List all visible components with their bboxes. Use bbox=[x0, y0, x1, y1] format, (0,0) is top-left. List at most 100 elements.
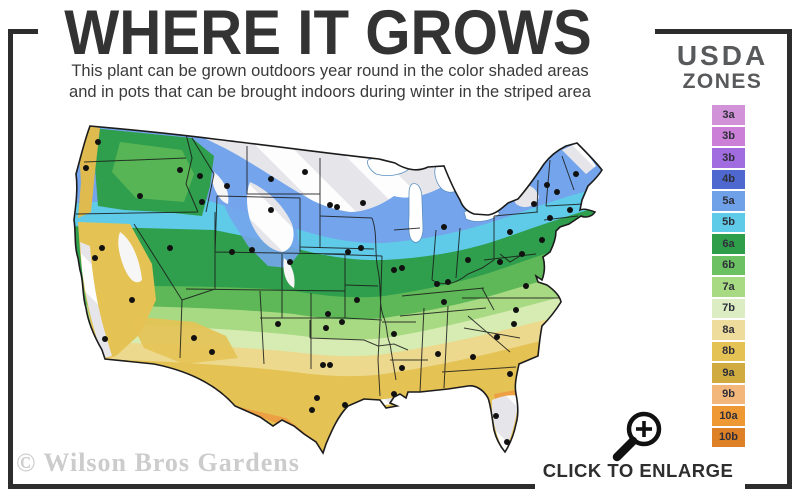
city-dot bbox=[99, 245, 105, 251]
city-dots bbox=[83, 139, 579, 445]
zone-chip-7a: 7a bbox=[712, 277, 745, 297]
city-dot bbox=[83, 165, 89, 171]
zone-chip-6b: 6b bbox=[712, 255, 745, 275]
city-dot bbox=[229, 249, 235, 255]
city-dot bbox=[523, 283, 529, 289]
city-dot bbox=[275, 321, 281, 327]
city-dot bbox=[465, 257, 471, 263]
city-dot bbox=[494, 334, 500, 340]
city-dot bbox=[435, 351, 441, 357]
zone-chip-5b: 5b bbox=[712, 212, 745, 232]
frame-top-right bbox=[655, 29, 792, 34]
city-dot bbox=[177, 167, 183, 173]
city-dot bbox=[102, 336, 108, 342]
frame-bottom-left bbox=[8, 484, 535, 489]
city-dot bbox=[323, 325, 329, 331]
city-dot bbox=[547, 215, 553, 221]
zone-chip-6a: 6a bbox=[712, 234, 745, 254]
city-dot bbox=[391, 391, 397, 397]
zone-chip-4b: 4b bbox=[712, 169, 745, 189]
state-borders bbox=[75, 133, 585, 397]
city-dot bbox=[391, 331, 397, 337]
legend-title-zones: ZONES bbox=[682, 70, 763, 93]
city-dot bbox=[507, 229, 513, 235]
frame-right bbox=[787, 29, 792, 489]
city-dot bbox=[268, 207, 274, 213]
city-dot bbox=[287, 259, 293, 265]
city-dot bbox=[95, 139, 101, 145]
city-dot bbox=[493, 413, 499, 419]
city-dot bbox=[327, 362, 333, 368]
city-dot bbox=[391, 267, 397, 273]
subtitle: This plant can be grown outdoors year ro… bbox=[35, 61, 625, 103]
zone-chip-10a: 10a bbox=[712, 406, 745, 426]
city-dot bbox=[345, 249, 351, 255]
frame-top-left bbox=[8, 29, 38, 34]
city-dot bbox=[399, 365, 405, 371]
zone-chip-3b: 3b bbox=[712, 148, 745, 168]
city-dot bbox=[399, 265, 405, 271]
city-dot bbox=[573, 171, 579, 177]
legend-title: USDA ZONES bbox=[655, 42, 790, 94]
city-dot bbox=[470, 354, 476, 360]
city-dot bbox=[249, 247, 255, 253]
zone-chip-3a: 3a bbox=[712, 105, 745, 125]
city-dot bbox=[191, 335, 197, 341]
zone-chip-8b: 8b bbox=[712, 341, 745, 361]
city-dot bbox=[92, 255, 98, 261]
zone-chip-8a: 8a bbox=[712, 320, 745, 340]
city-dot bbox=[327, 202, 333, 208]
city-dot bbox=[539, 237, 545, 243]
city-dot bbox=[209, 349, 215, 355]
city-dot bbox=[129, 297, 135, 303]
city-dot bbox=[497, 259, 503, 265]
city-dot bbox=[511, 321, 517, 327]
city-dot bbox=[554, 189, 560, 195]
city-dot bbox=[309, 407, 315, 413]
city-dot bbox=[513, 307, 519, 313]
city-dot bbox=[441, 224, 447, 230]
zone-chip-3b: 3b bbox=[712, 126, 745, 146]
city-dot bbox=[325, 311, 331, 317]
zone-chip-9b: 9b bbox=[712, 384, 745, 404]
frame-bottom-right bbox=[745, 484, 792, 489]
watermark: © Wilson Bros Gardens bbox=[16, 448, 300, 477]
city-dot bbox=[268, 176, 274, 182]
city-dot bbox=[504, 439, 510, 445]
zone-legend: 3a 3b 3b 4b 5a 5b 6a 6b 7a 7b 8a 8b 9a 9b 10a 10b bbox=[712, 105, 746, 449]
city-dot bbox=[544, 182, 550, 188]
city-dot bbox=[314, 395, 320, 401]
city-dot bbox=[354, 297, 360, 303]
subtitle-line-1: This plant can be grown outdoors year ro… bbox=[71, 62, 589, 80]
zone-chip-5a: 5a bbox=[712, 191, 745, 211]
city-dot bbox=[445, 279, 451, 285]
city-dot bbox=[531, 201, 537, 207]
legend-title-usda: USDA bbox=[676, 40, 769, 71]
city-dot bbox=[358, 245, 364, 251]
zone-chip-10b: 10b bbox=[712, 427, 745, 447]
page-title: WHERE IT GROWS bbox=[64, 0, 592, 68]
magnifier-plus-icon[interactable] bbox=[606, 408, 668, 464]
city-dot bbox=[137, 193, 143, 199]
click-to-enlarge-label[interactable]: CLICK TO ENLARGE bbox=[542, 460, 734, 481]
city-dot bbox=[334, 204, 340, 210]
frame-left bbox=[8, 29, 13, 489]
city-dot bbox=[199, 199, 205, 205]
zone-chip-9a: 9a bbox=[712, 363, 745, 383]
city-dot bbox=[197, 173, 203, 179]
city-dot bbox=[434, 281, 440, 287]
city-dot bbox=[339, 319, 345, 325]
city-dot bbox=[507, 371, 513, 377]
zone-shading bbox=[74, 126, 602, 453]
city-dot bbox=[441, 299, 447, 305]
zone-chip-7b: 7b bbox=[712, 298, 745, 318]
city-dot bbox=[167, 245, 173, 251]
subtitle-line-2: and in pots that can be brought indoors … bbox=[69, 83, 591, 102]
city-dot bbox=[360, 200, 366, 206]
usda-zone-map[interactable] bbox=[64, 112, 624, 472]
city-dot bbox=[567, 207, 573, 213]
city-dot bbox=[302, 169, 308, 175]
city-dot bbox=[320, 362, 326, 368]
city-dot bbox=[224, 183, 230, 189]
